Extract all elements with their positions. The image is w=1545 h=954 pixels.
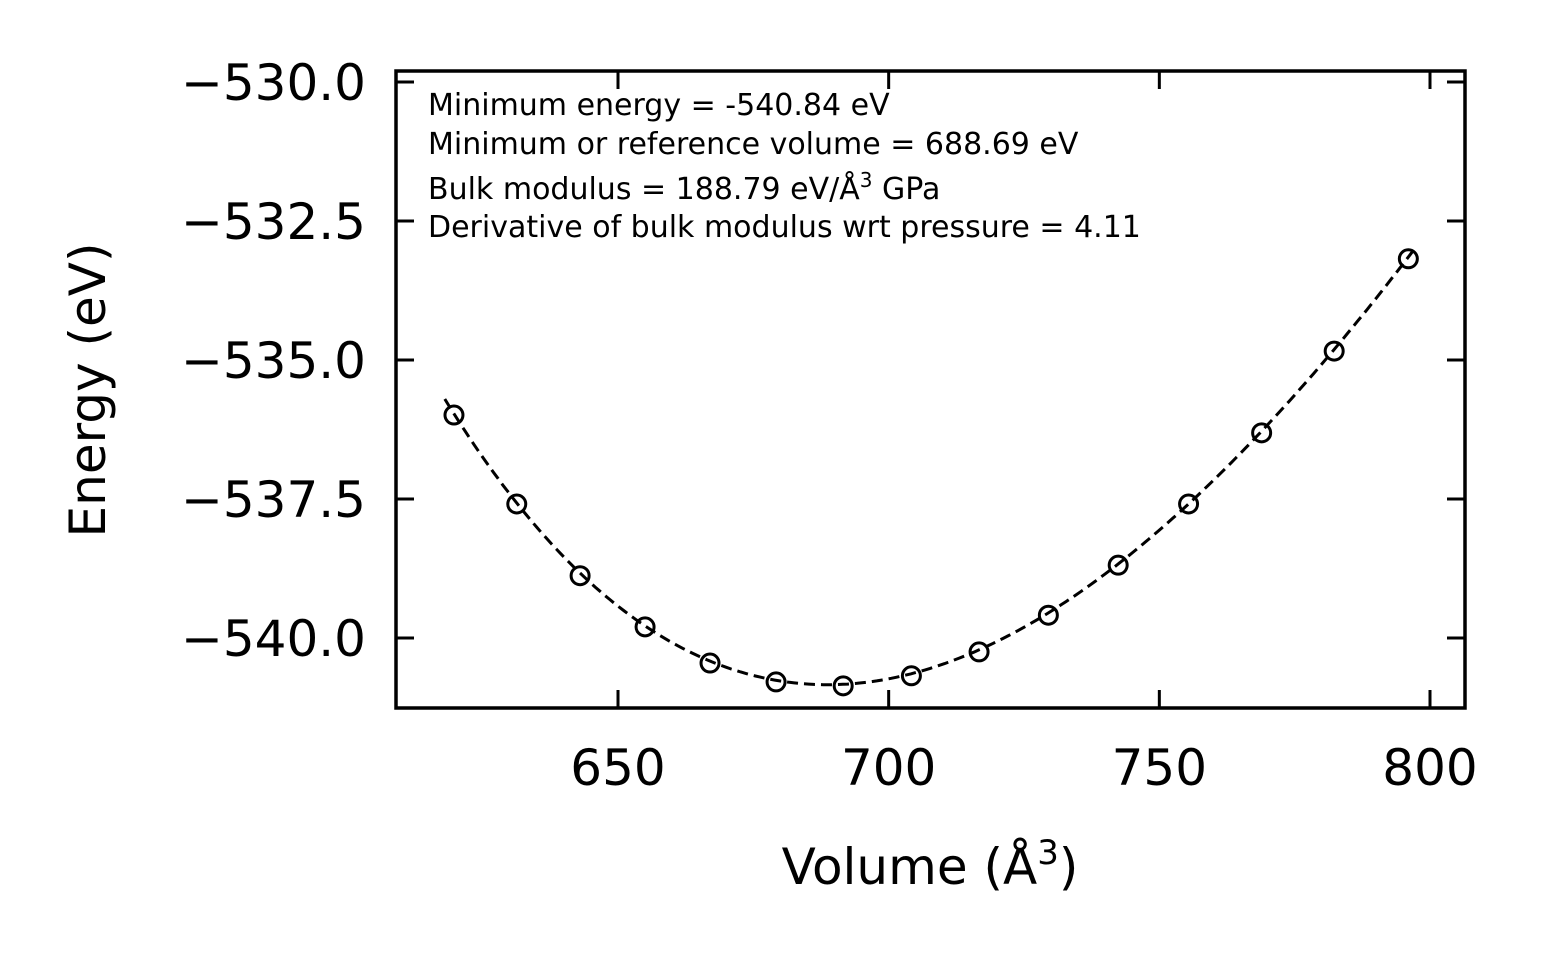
data-point <box>699 652 721 674</box>
y-tick-label: −535.0 <box>181 332 366 390</box>
y-tick-label: −537.5 <box>181 471 366 529</box>
ticks: 650 700 750 800 −530.0 −532.5 −535.0 −537.5 −540… <box>181 54 1478 797</box>
x-tick-label: 750 <box>1112 739 1207 797</box>
data-point <box>506 493 528 515</box>
plot-frame <box>394 69 1467 710</box>
data-point <box>832 675 854 697</box>
x-tick-label: 650 <box>570 739 665 797</box>
data-point <box>1037 604 1059 626</box>
data-point <box>765 671 787 693</box>
data-point <box>1178 493 1200 515</box>
data-point <box>443 404 465 426</box>
annotation-ref-volume: Minimum or reference volume = 688.69 eV <box>428 127 1079 162</box>
data-point <box>1323 340 1345 362</box>
data-point <box>569 565 591 587</box>
x-axis-title: Volume (Å3) <box>782 833 1079 896</box>
data-point <box>900 665 922 687</box>
annotation-bulk-modulus: Bulk modulus = 188.79 eV/Å3 GPa <box>428 168 940 207</box>
fit-curve <box>443 246 1417 687</box>
data-point <box>968 641 990 663</box>
data-point <box>1397 248 1419 270</box>
data-point <box>634 616 656 638</box>
data-point <box>1107 554 1129 576</box>
y-tick-label: −532.5 <box>181 193 366 251</box>
plot-marks <box>443 246 1419 697</box>
y-axis-title: Energy (eV) <box>59 243 117 538</box>
data-point <box>1251 422 1273 444</box>
annotation-min-energy: Minimum energy = -540.84 eV <box>428 88 890 123</box>
annotation-bulk-derivative: Derivative of bulk modulus wrt pressure … <box>428 210 1141 245</box>
y-tick-label: −540.0 <box>181 610 366 668</box>
x-tick-label: 700 <box>841 739 936 797</box>
y-tick-label: −530.0 <box>181 54 366 112</box>
x-tick-label: 800 <box>1382 739 1477 797</box>
